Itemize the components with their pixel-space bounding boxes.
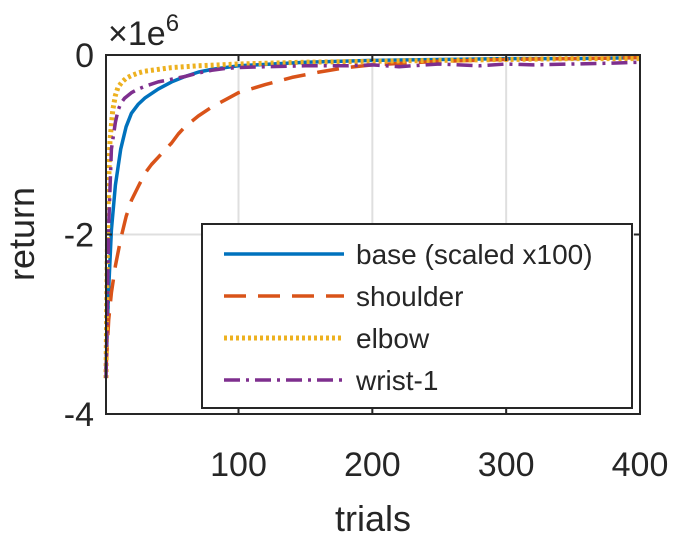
legend-label: elbow xyxy=(356,323,430,354)
series-line-elbow xyxy=(103,56,640,379)
legend-label: shoulder xyxy=(356,281,463,312)
tick-labels: 100 200 300 400 -4 -2 0 xyxy=(64,37,669,484)
y-axis-label: return xyxy=(1,187,42,281)
legend-label: wrist-1 xyxy=(355,365,438,396)
x-tick-label: 100 xyxy=(210,446,267,484)
x-axis-label: trials xyxy=(335,498,411,537)
y-tick-label: -2 xyxy=(64,217,94,255)
x-tick-label: 200 xyxy=(344,446,401,484)
x-tick-label: 400 xyxy=(612,446,669,484)
series-line-shoulder xyxy=(104,55,641,370)
legend: base (scaled x100) shoulder elbow wrist-1 xyxy=(201,223,633,409)
y-tick-label: 0 xyxy=(75,37,94,75)
legend-label: base (scaled x100) xyxy=(356,239,593,270)
x-tick-label: 300 xyxy=(478,446,535,484)
series-group xyxy=(103,55,641,379)
series-line-wrist-1 xyxy=(104,60,641,379)
y-tick-label: -4 xyxy=(64,396,94,434)
y-multiplier-label: ×1e6 xyxy=(108,10,179,53)
axis-ticks xyxy=(106,54,641,415)
